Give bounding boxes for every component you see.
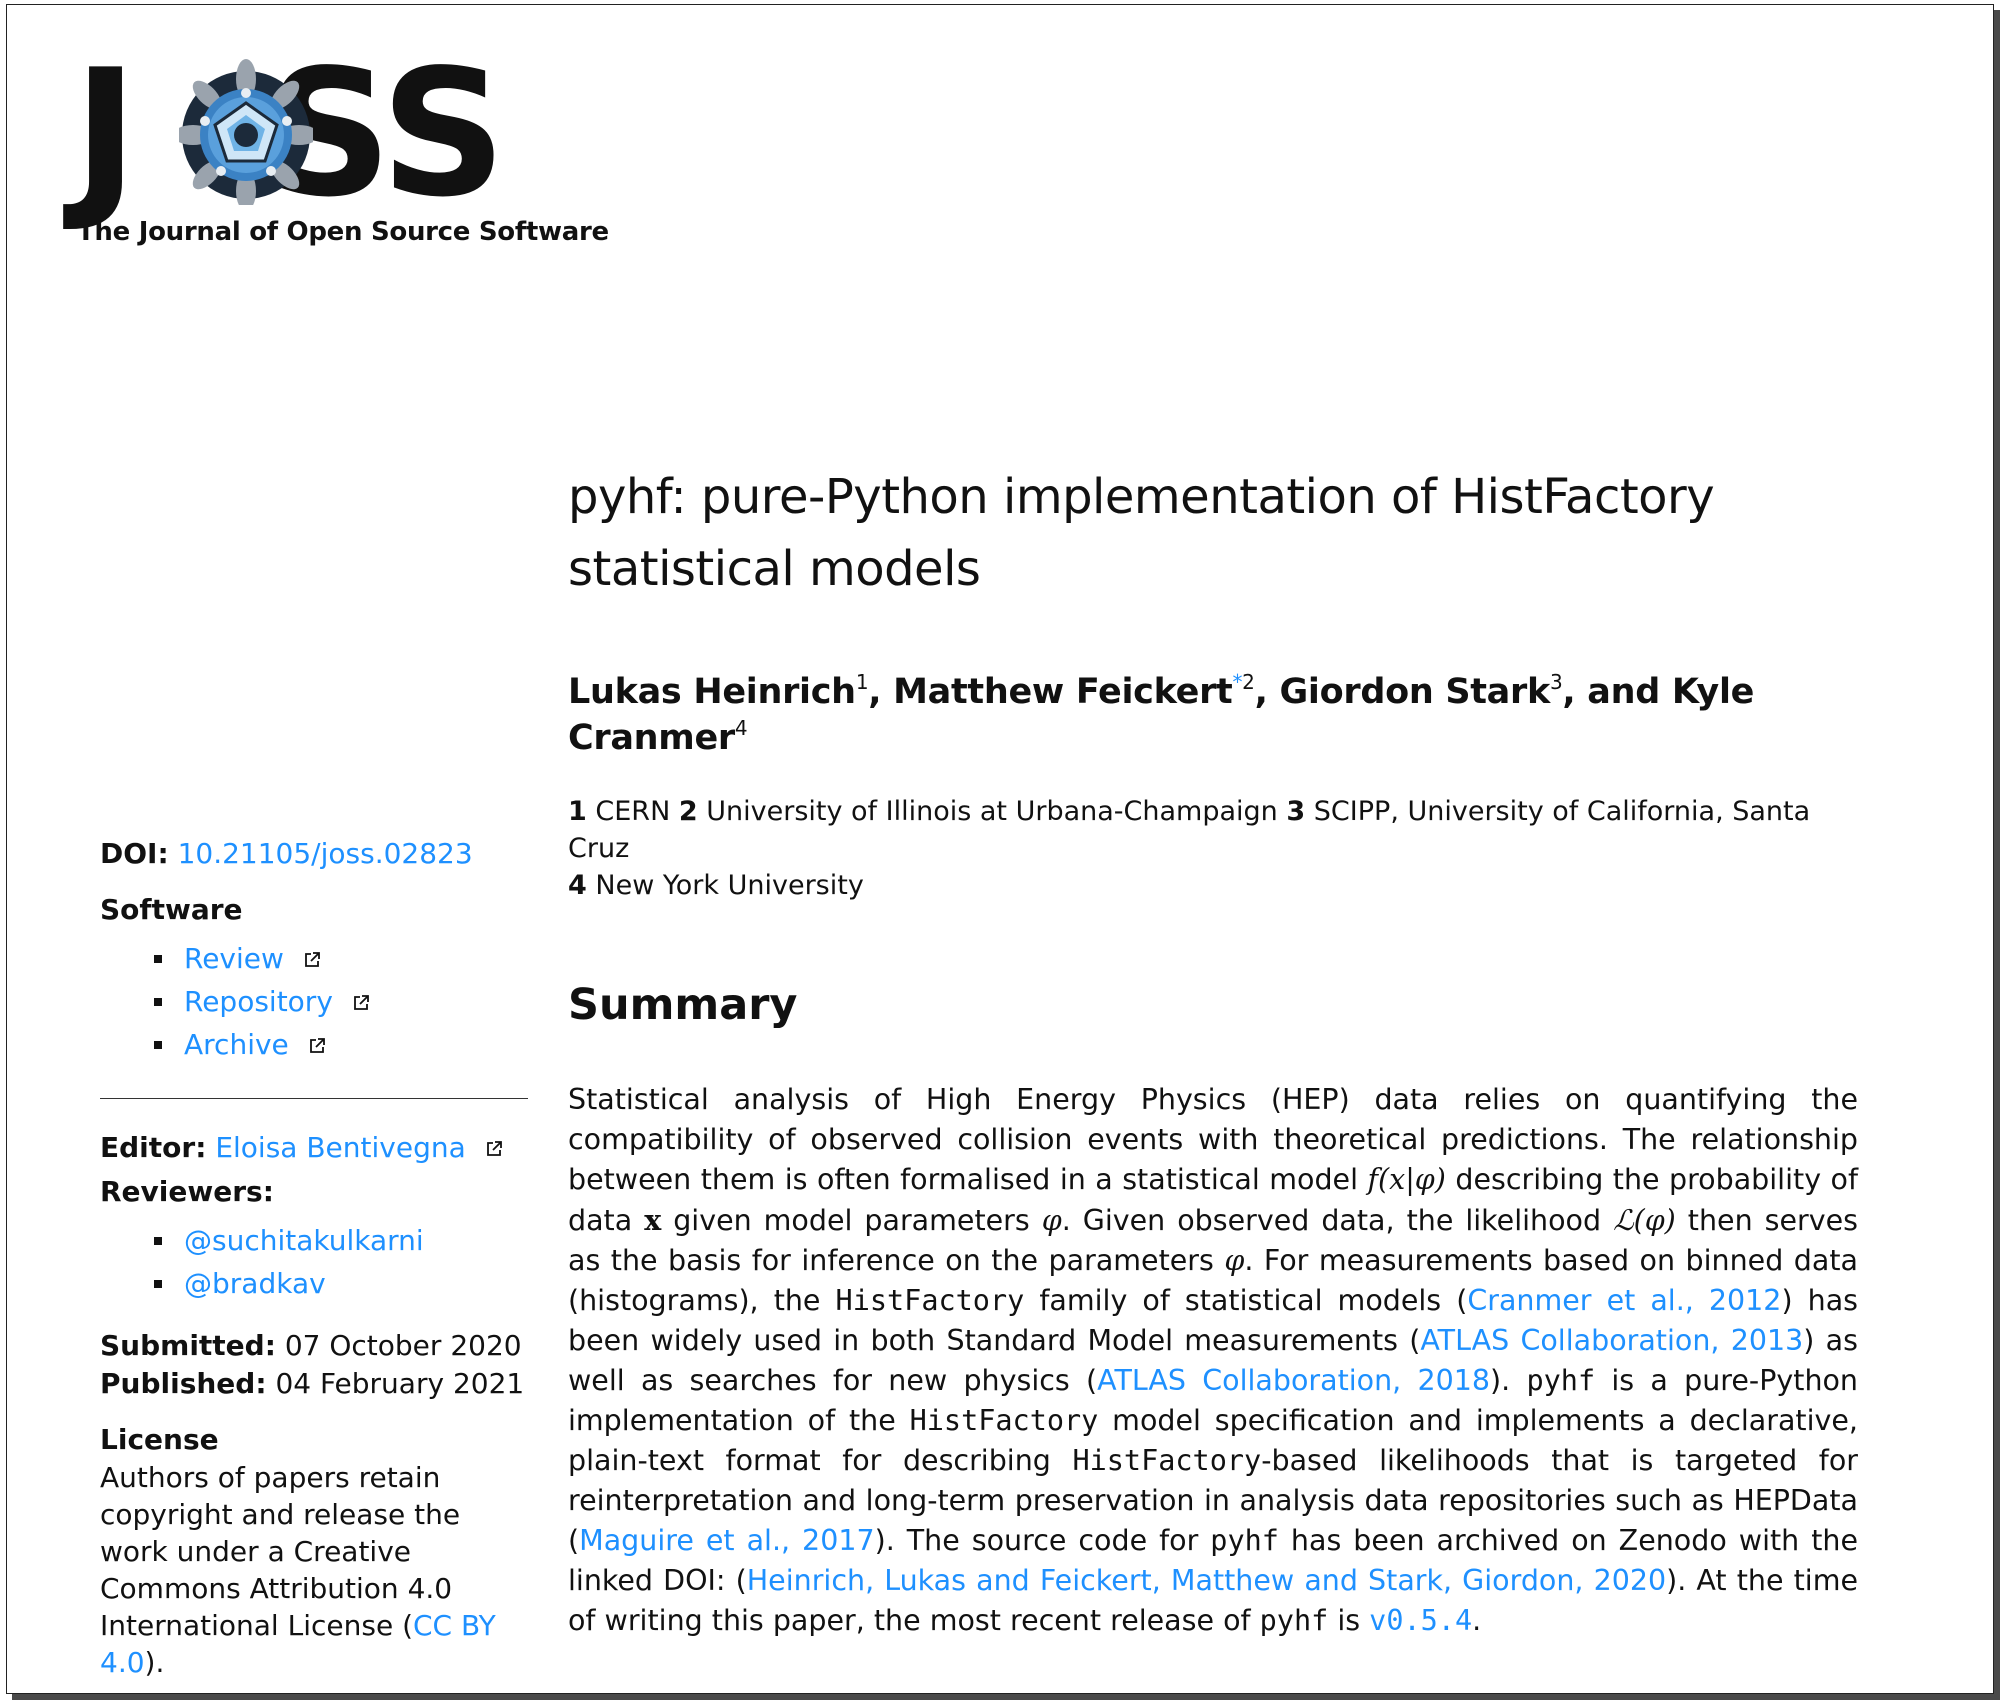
citation-link[interactable]: Heinrich, Lukas and Feickert, Matthew an… [746, 1564, 1667, 1597]
external-link-icon [486, 1141, 502, 1156]
logo-subtitle: The Journal of Open Source Software [77, 217, 609, 247]
doi-line: DOI: 10.21105/joss.02823 [100, 835, 530, 873]
main-content: pyhf: pure-Python implementation of Hist… [568, 461, 1858, 1670]
affil-name: New York University [595, 870, 864, 901]
published-line: Published: 04 February 2021 [100, 1365, 530, 1403]
author-name: Giordon Stark [1279, 672, 1551, 712]
reviewer-item: @suchitakulkarni [100, 1219, 530, 1262]
software-links: Review Repository Archive [100, 937, 530, 1066]
logo-emblem-icon [179, 59, 313, 205]
license-link[interactable]: CC BY 4.0 [100, 1609, 496, 1679]
affil-num: 1 [568, 796, 587, 827]
software-item-review: Review [100, 937, 530, 980]
software-item-repository: Repository [100, 980, 530, 1023]
paper-title-line1: pyhf: pure-Python implementation of Hist… [568, 469, 1715, 525]
published-date: 04 February 2021 [275, 1367, 525, 1400]
logo-wordmark: J SS [73, 33, 506, 236]
reviewers-label: Reviewers: [100, 1175, 274, 1208]
release-link[interactable]: v0.5.4 [1369, 1604, 1473, 1637]
software-item-archive: Archive [100, 1023, 530, 1066]
affil-num: 3 [1286, 796, 1306, 827]
joss-logo[interactable]: J SS [73, 33, 609, 257]
code-term: HistFactory [835, 1284, 1025, 1317]
code-term: HistFactory [909, 1404, 1099, 1437]
reviewers-label-line: Reviewers: [100, 1173, 530, 1211]
author-name: Matthew Feickert [893, 672, 1233, 712]
math-expr: f(x|φ) [1367, 1163, 1446, 1196]
reviewer-item: @bradkav [100, 1262, 530, 1305]
submitted-label: Submitted: [100, 1329, 276, 1362]
affiliations: 1 CERN 2 University of Illinois at Urban… [568, 793, 1858, 904]
code-term: pyhf [1259, 1604, 1329, 1637]
submitted-line: Submitted: 07 October 2020 [100, 1327, 530, 1365]
corresponding-author-star[interactable]: * [1232, 670, 1243, 694]
paper-title: pyhf: pure-Python implementation of Hist… [568, 461, 1858, 605]
summary-paragraph: Statistical analysis of High Energy Phys… [568, 1083, 1859, 1637]
author-name: Kyle Cranmer [568, 672, 1755, 758]
submitted-date: 07 October 2020 [284, 1329, 522, 1362]
citation-link[interactable]: Cranmer et al., 2012 [1467, 1284, 1782, 1317]
paper-page: J SS [6, 4, 1994, 1694]
repository-link[interactable]: Repository [184, 985, 333, 1018]
archive-link[interactable]: Archive [184, 1028, 289, 1061]
sidebar: DOI: 10.21105/joss.02823 Software Review… [100, 835, 530, 1681]
author-affil-sup: 1 [855, 670, 869, 694]
doi-label: DOI: [100, 837, 169, 870]
math-expr: φ [1041, 1204, 1062, 1237]
license-heading: License [100, 1423, 219, 1456]
math-expr: x [644, 1203, 662, 1237]
affil-num: 2 [678, 796, 698, 827]
author-affil-sup: 2 [1242, 670, 1255, 694]
software-heading: Software [100, 893, 243, 926]
sidebar-divider [100, 1098, 528, 1099]
code-term: HistFactory [1072, 1444, 1262, 1477]
author-affil-sup: 4 [734, 716, 748, 740]
citation-link[interactable]: Maguire et al., 2017 [579, 1524, 875, 1557]
math-expr: φ [1224, 1244, 1245, 1277]
external-link-icon [309, 1038, 325, 1053]
doi-link[interactable]: 10.21105/joss.02823 [177, 837, 473, 870]
code-term: pyhf [1210, 1524, 1279, 1557]
reviewer-link[interactable]: @bradkav [184, 1267, 326, 1300]
author-list: Lukas Heinrich1, Matthew Feickert*2, Gio… [568, 670, 1755, 758]
external-link-icon [304, 952, 320, 967]
citation-link[interactable]: ATLAS Collaboration, 2013 [1420, 1324, 1804, 1357]
published-label: Published: [100, 1367, 267, 1400]
code-term: pyhf [1526, 1364, 1596, 1397]
reviewer-link[interactable]: @suchitakulkarni [184, 1224, 424, 1257]
affil-name: CERN [595, 796, 671, 827]
affil-name: SCIPP, University of California, Santa C… [568, 796, 1811, 864]
license-body: Authors of papers retain copyright and r… [100, 1461, 461, 1642]
author-name: Lukas Heinrich [568, 672, 856, 712]
affil-num: 4 [568, 870, 587, 901]
external-link-icon [353, 995, 369, 1010]
license-end: ). [144, 1646, 165, 1679]
editor-link[interactable]: Eloisa Bentivegna [215, 1131, 466, 1164]
review-link[interactable]: Review [184, 942, 284, 975]
paper-title-line2: statistical models [568, 541, 981, 597]
reviewers-list: @suchitakulkarni @bradkav [100, 1219, 530, 1305]
summary-heading: Summary [568, 980, 798, 1030]
editor-label: Editor: [100, 1131, 207, 1164]
affil-name: University of Illinois at Urbana-Champai… [706, 796, 1278, 827]
license-text: Authors of papers retain copyright and r… [100, 1459, 530, 1681]
editor-line: Editor: Eloisa Bentivegna [100, 1129, 530, 1167]
author-affil-sup: 3 [1549, 670, 1563, 694]
math-expr: ℒ(φ) [1613, 1204, 1676, 1237]
citation-link[interactable]: ATLAS Collaboration, 2018 [1097, 1364, 1491, 1397]
